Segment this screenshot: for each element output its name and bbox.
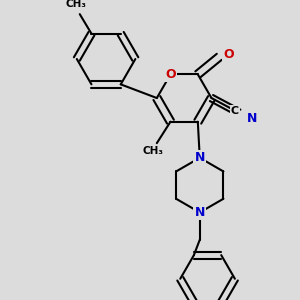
Text: N: N — [195, 151, 205, 164]
Text: CH₃: CH₃ — [65, 0, 86, 9]
Text: O: O — [165, 68, 176, 81]
Text: C: C — [231, 106, 239, 116]
Text: N: N — [247, 112, 258, 125]
Text: N: N — [195, 206, 205, 219]
Text: CH₃: CH₃ — [142, 146, 164, 156]
Text: O: O — [224, 48, 234, 62]
